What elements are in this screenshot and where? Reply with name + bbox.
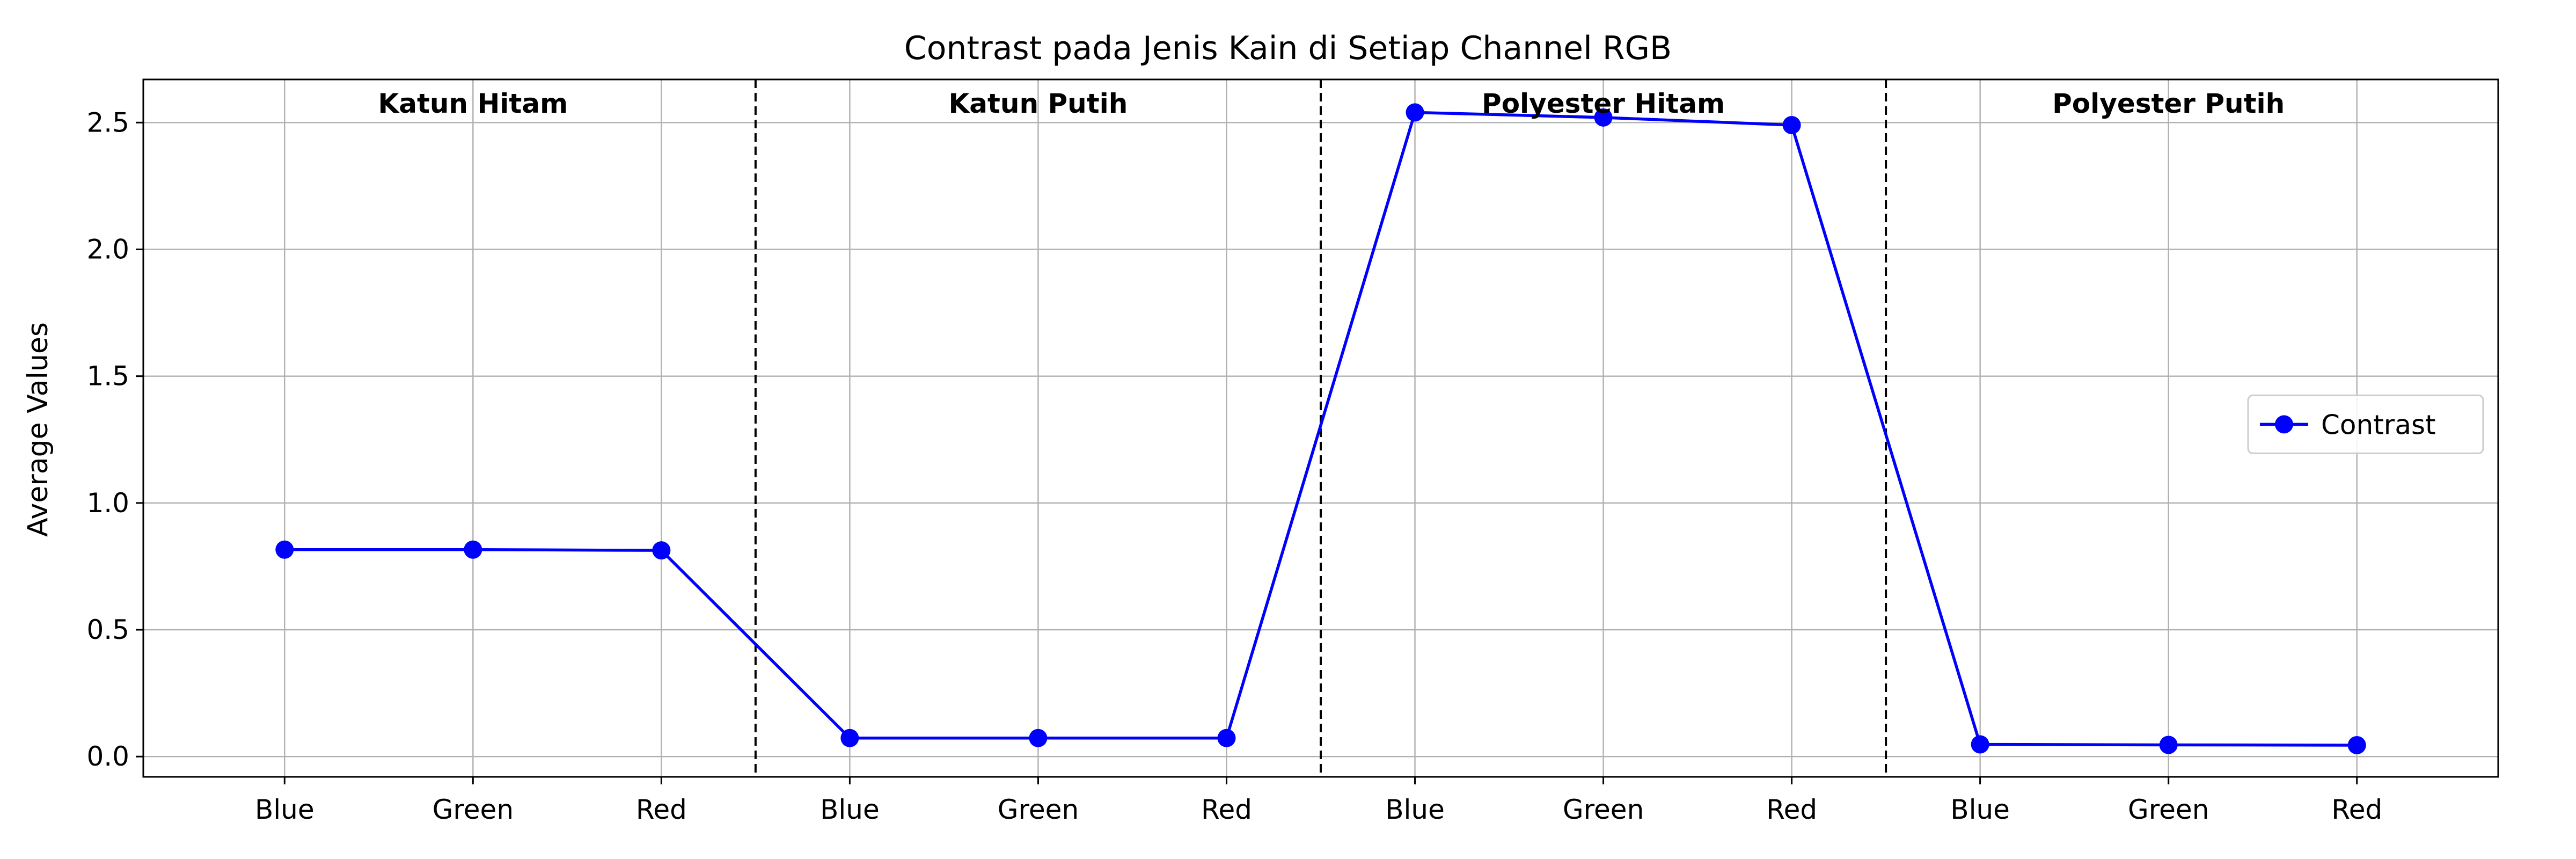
data-point: [464, 540, 482, 559]
y-tick-label: 0.5: [86, 614, 129, 645]
x-tick-label: Green: [2128, 794, 2209, 825]
group-separators: [754, 79, 1887, 777]
group-label: Katun Putih: [949, 88, 1128, 119]
data-point: [1971, 735, 1989, 754]
data-point: [2159, 736, 2178, 754]
data-point: [275, 540, 294, 559]
x-tick-label: Green: [1563, 794, 1644, 825]
x-tick-label: Green: [998, 794, 1079, 825]
y-tick-label: 1.5: [86, 361, 129, 392]
x-tick-label: Red: [1766, 794, 1817, 825]
data-point: [1217, 729, 1236, 747]
x-tick-label: Blue: [1950, 794, 2010, 825]
series-layer: [275, 103, 2366, 754]
group-label: Katun Hitam: [378, 88, 568, 119]
legend-box: [2247, 394, 2484, 454]
y-tick-label: 1.0: [86, 487, 129, 519]
y-tick-label: 2.0: [86, 234, 129, 265]
data-point: [840, 729, 859, 747]
series-line: [284, 111, 2357, 747]
x-tick-label: Red: [1201, 794, 1252, 825]
data-point: [2347, 736, 2366, 754]
legend-marker: [2275, 415, 2293, 434]
y-tick-label: 2.5: [86, 107, 129, 138]
x-tick-label: Blue: [1385, 794, 1445, 825]
axis-ticks: 0.0 0.5 1.0 1.5 2.0 2.5 Blue Green Red Blue Green R…: [86, 107, 2382, 825]
data-point: [652, 541, 671, 560]
x-tick-label: Red: [636, 794, 687, 825]
x-tick-label: Blue: [820, 794, 880, 825]
group-labels: Katun Hitam Katun Putih Polyester Hitam Pol…: [378, 88, 2285, 119]
y-tick-label: 0.0: [86, 741, 129, 772]
data-point: [1594, 108, 1613, 127]
group-label: Polyester Hitam: [1482, 88, 1725, 119]
data-point: [1406, 103, 1424, 122]
x-tick-label: Green: [433, 794, 514, 825]
group-label: Polyester Putih: [2052, 88, 2285, 119]
legend: Contrast: [2247, 394, 2484, 454]
data-point: [1029, 729, 1048, 747]
chart-title: Contrast pada Jenis Kain di Setiap Chann…: [904, 30, 1672, 67]
x-tick-label: Red: [2331, 794, 2382, 825]
plot-frame: [142, 78, 2499, 778]
x-tick-label: Blue: [255, 794, 314, 825]
y-axis-label: Average Values: [22, 322, 54, 537]
data-point: [1782, 116, 1801, 135]
legend-label: Contrast: [2321, 409, 2436, 440]
